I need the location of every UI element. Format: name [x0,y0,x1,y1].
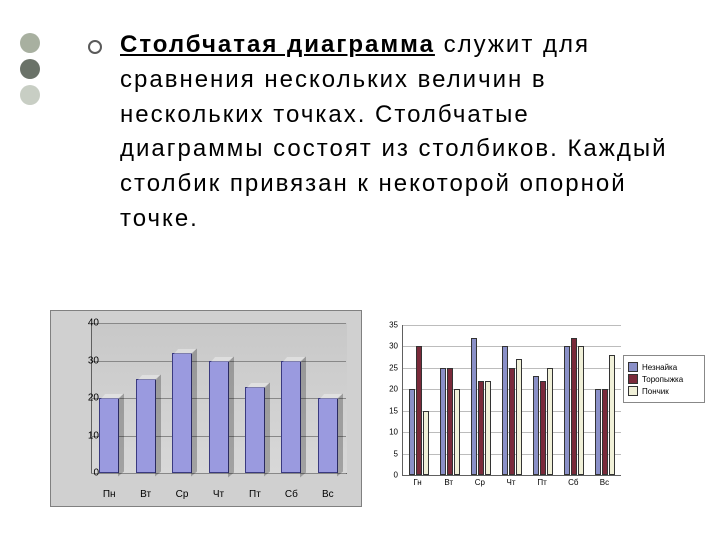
chart2-xtick: Гн [413,478,421,487]
chart2-ytick: 25 [380,363,398,372]
chart1-bar [245,387,265,473]
chart2-ytick: 15 [380,406,398,415]
legend-item: Незнайка [628,362,700,372]
chart2-bar [571,338,577,475]
legend-item: Пончик [628,386,700,396]
chart1-ytick: 0 [69,468,99,479]
chart2-ytick: 0 [380,471,398,480]
chart1-bar [172,353,192,473]
chart2-ytick: 20 [380,385,398,394]
chart2-gridline [403,346,621,347]
chart2-xtick: Чт [507,478,516,487]
chart1-xtick: Пн [103,489,116,500]
legend-item: Торопыжка [628,374,700,384]
chart2-bar [564,346,570,475]
chart2-bar [447,368,453,475]
chart2-bar [409,389,415,475]
chart-grouped-bar: Незнайка Торопыжка Пончик 0 5 10 15 20 25 30 35 Гн… [380,320,705,498]
legend-swatch [628,386,638,396]
chart2-bar [533,376,539,475]
decor-dot [20,33,40,53]
chart1-xtick: Чт [213,489,224,500]
chart2-plot [402,325,621,476]
decor-dot [20,59,40,79]
chart2-bar [440,368,446,475]
chart1-bar [136,379,156,473]
chart2-ytick: 5 [380,449,398,458]
chart2-gridline [403,325,621,326]
chart2-bar [509,368,515,475]
chart2-xtick: Пт [537,478,546,487]
chart1-xtick: Ср [176,489,189,500]
chart1-xtick: Вс [322,489,334,500]
definition-text: служит для сравнения нескольких величин … [120,31,668,232]
body-text: Столбчатая диаграмма служит для сравнени… [120,28,680,237]
decor-dot [20,85,40,105]
legend-swatch [628,362,638,372]
term: Столбчатая диаграмма [120,31,435,58]
chart-single-bar: 0 10 20 30 40 Пн Вт Ср Чт Пт Сб Вс [50,310,362,507]
chart2-xtick: Вс [600,478,609,487]
bullet-icon [88,40,102,54]
chart2-bar [595,389,601,475]
chart2-bar [485,381,491,475]
chart2-bar [516,359,522,475]
chart2-bar [471,338,477,475]
chart2-xtick: Сб [568,478,578,487]
chart2-ytick: 30 [380,342,398,351]
chart1-gridline [91,473,346,474]
chart2-bar [454,389,460,475]
chart1-xtick: Вт [140,489,151,500]
chart2-bar [502,346,508,475]
chart2-bar [609,355,615,475]
chart1-bar [99,398,119,473]
chart1-xtick: Сб [285,489,298,500]
chart1-plot [91,323,346,473]
side-decor-dots [20,33,40,111]
chart1-bar [318,398,338,473]
chart1-bar [209,361,229,474]
chart1-ytick: 20 [69,393,99,404]
chart2-bar [416,346,422,475]
chart2-bar [578,346,584,475]
chart2-bar [478,381,484,475]
legend-label: Пончик [642,387,669,396]
chart2-bar [602,389,608,475]
chart1-bar [281,361,301,474]
chart1-ytick: 30 [69,355,99,366]
chart1-xtick: Пт [249,489,261,500]
chart2-ytick: 10 [380,428,398,437]
chart1-ytick: 10 [69,430,99,441]
chart2-legend: Незнайка Торопыжка Пончик [623,355,705,403]
legend-label: Торопыжка [642,375,683,384]
legend-swatch [628,374,638,384]
chart2-xtick: Ср [475,478,485,487]
chart2-bar [423,411,429,475]
chart2-xtick: Вт [444,478,453,487]
legend-label: Незнайка [642,363,677,372]
chart2-ytick: 35 [380,321,398,330]
chart1-ytick: 40 [69,318,99,329]
chart2-bar [540,381,546,475]
slide: Столбчатая диаграмма служит для сравнени… [0,0,720,540]
chart2-bar [547,368,553,475]
chart1-gridline [91,323,346,324]
